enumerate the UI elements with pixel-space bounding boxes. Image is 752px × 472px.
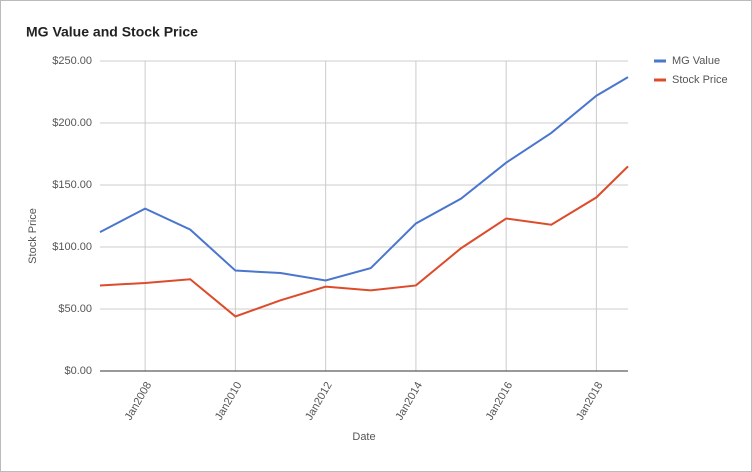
x-axis-label: Date xyxy=(352,431,375,443)
y-axis-label: Stock Price xyxy=(27,208,39,264)
y-tick-label: $50.00 xyxy=(58,303,92,315)
series-line xyxy=(99,76,629,282)
series-line xyxy=(99,165,629,318)
y-tick-label: $150.00 xyxy=(52,179,92,191)
y-tick-label: $200.00 xyxy=(52,117,92,129)
legend-label: Stock Price xyxy=(672,74,728,86)
y-tick-label: $0.00 xyxy=(64,365,92,377)
y-tick-label: $100.00 xyxy=(52,241,92,253)
chart-title: MG Value and Stock Price xyxy=(26,24,198,40)
legend-label: MG Value xyxy=(672,55,720,67)
y-tick-label: $250.00 xyxy=(52,55,92,67)
